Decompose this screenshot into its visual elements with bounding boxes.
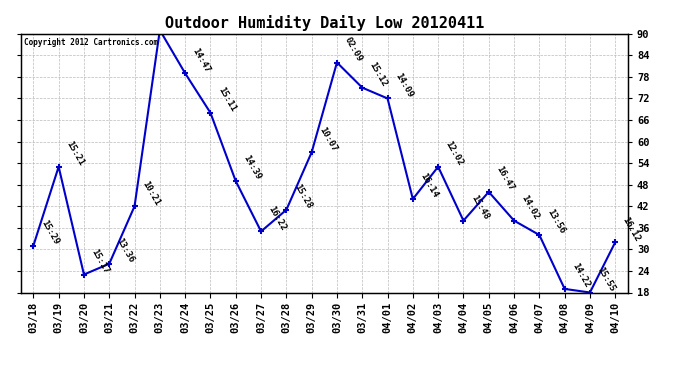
Text: 15:28: 15:28 [292,183,313,210]
Text: 14:09: 14:09 [393,71,414,99]
Text: 14:39: 14:39 [241,154,262,182]
Text: 15:11: 15:11 [216,86,237,113]
Text: 15:12: 15:12 [368,60,389,88]
Text: 15:17: 15:17 [90,248,110,275]
Text: 15:48: 15:48 [469,194,490,221]
Text: 02:09: 02:09 [342,35,364,63]
Text: 12:02: 12:02 [444,140,465,167]
Text: 00:00: 00:00 [0,374,1,375]
Text: 14:02: 14:02 [520,194,541,221]
Text: 14:22: 14:22 [570,262,591,290]
Text: 13:56: 13:56 [545,208,566,236]
Text: Copyright 2012 Cartronics.com: Copyright 2012 Cartronics.com [23,38,158,46]
Text: 16:47: 16:47 [494,165,515,192]
Text: 13:36: 13:36 [115,237,136,264]
Text: 10:21: 10:21 [140,179,161,207]
Text: 16:14: 16:14 [418,172,440,200]
Text: 15:29: 15:29 [39,219,60,246]
Text: 15:21: 15:21 [64,140,86,167]
Title: Outdoor Humidity Daily Low 20120411: Outdoor Humidity Daily Low 20120411 [165,15,484,31]
Text: 16:12: 16:12 [621,215,642,243]
Text: 10:07: 10:07 [317,125,338,153]
Text: 15:55: 15:55 [595,266,617,293]
Text: 16:22: 16:22 [266,204,288,232]
Text: 14:47: 14:47 [190,46,212,74]
